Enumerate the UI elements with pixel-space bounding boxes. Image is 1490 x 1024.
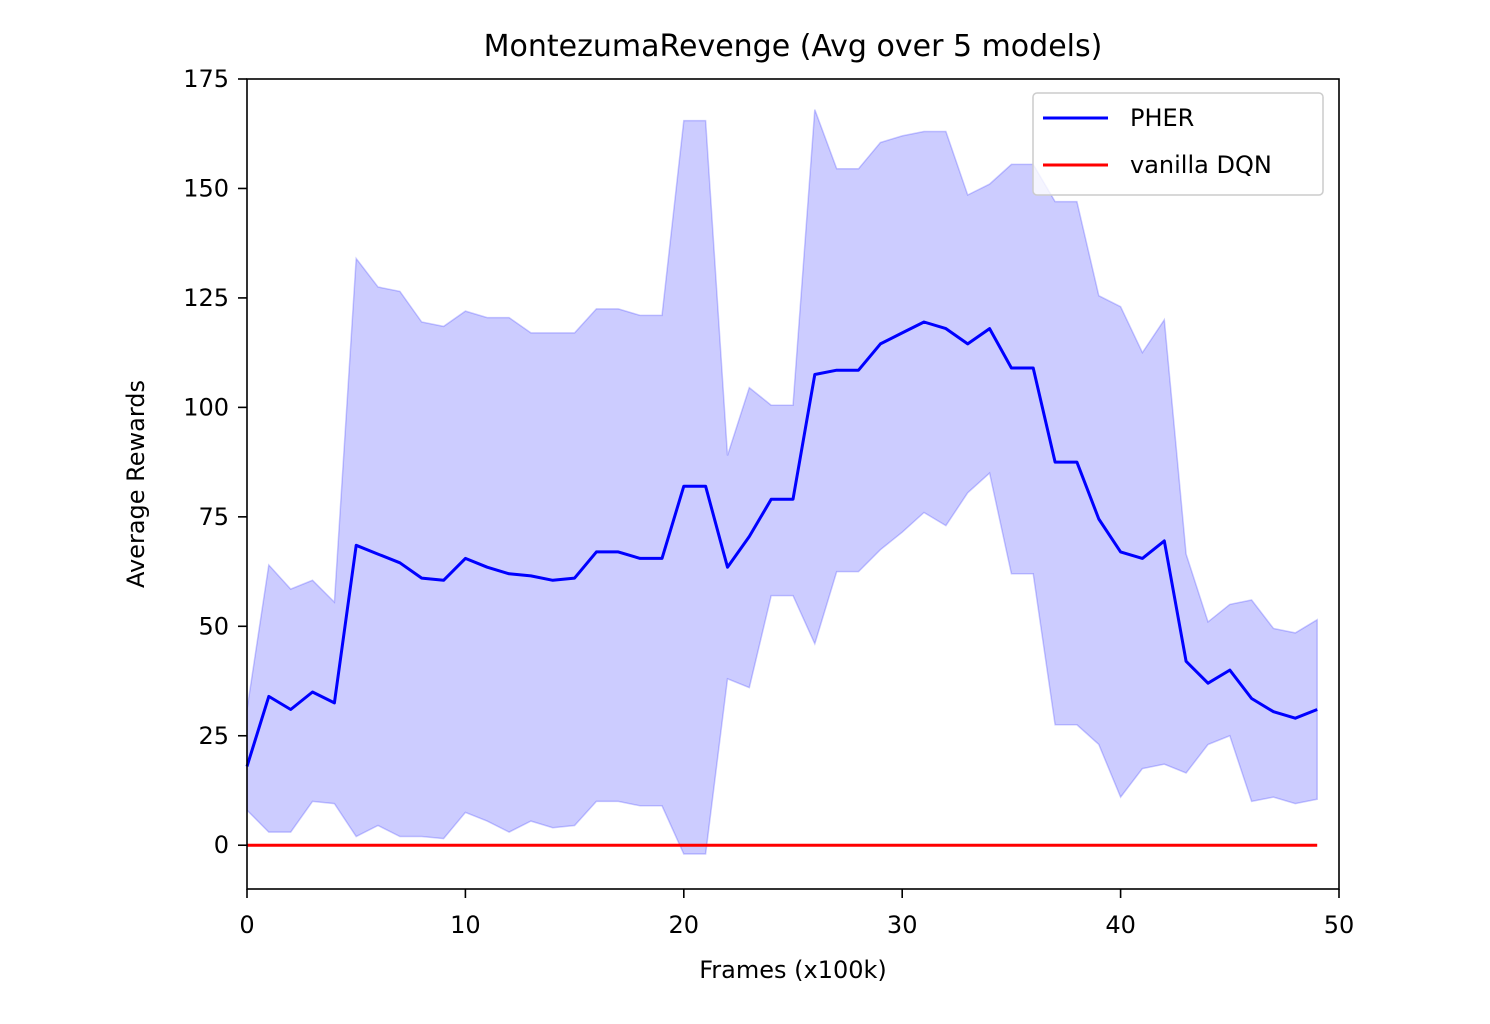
band-0: [246, 109, 1318, 855]
x-tick-label: 30: [887, 911, 918, 939]
y-tick-label: 125: [183, 284, 229, 312]
y-tick-label: 175: [183, 65, 229, 93]
series-line-0: [245, 320, 1318, 767]
x-tick-label: 50: [1324, 911, 1355, 939]
y-axis: 0 25 50 75 100 125 150 175: [183, 65, 247, 859]
chart-title: MontezumaRevenge (Avg over 5 models): [484, 29, 1103, 64]
y-axis-label: Average Rewards: [122, 380, 150, 588]
plot-area: [245, 78, 1340, 890]
y-tick-label: 150: [183, 174, 229, 202]
y-tick-label: 75: [198, 503, 229, 531]
confidence-bands: [246, 109, 1318, 855]
series-lines: [245, 320, 1318, 847]
plot-frame: [246, 78, 1340, 890]
y-tick-label: 25: [198, 722, 229, 750]
legend-label-1: vanilla DQN: [1130, 151, 1272, 179]
y-tick-label: 0: [214, 831, 229, 859]
legend-label-0: PHER: [1130, 104, 1194, 132]
x-tick-label: 0: [239, 911, 254, 939]
y-tick-label: 50: [198, 612, 229, 640]
x-tick-label: 40: [1105, 911, 1136, 939]
legend: PHER vanilla DQN: [1032, 92, 1324, 196]
x-tick-label: 20: [669, 911, 700, 939]
y-tick-label: 100: [183, 393, 229, 421]
x-axis: 0 10 20 30 40 50: [239, 889, 1354, 939]
x-axis-label: Frames (x100k): [699, 956, 887, 984]
x-tick-label: 10: [450, 911, 481, 939]
